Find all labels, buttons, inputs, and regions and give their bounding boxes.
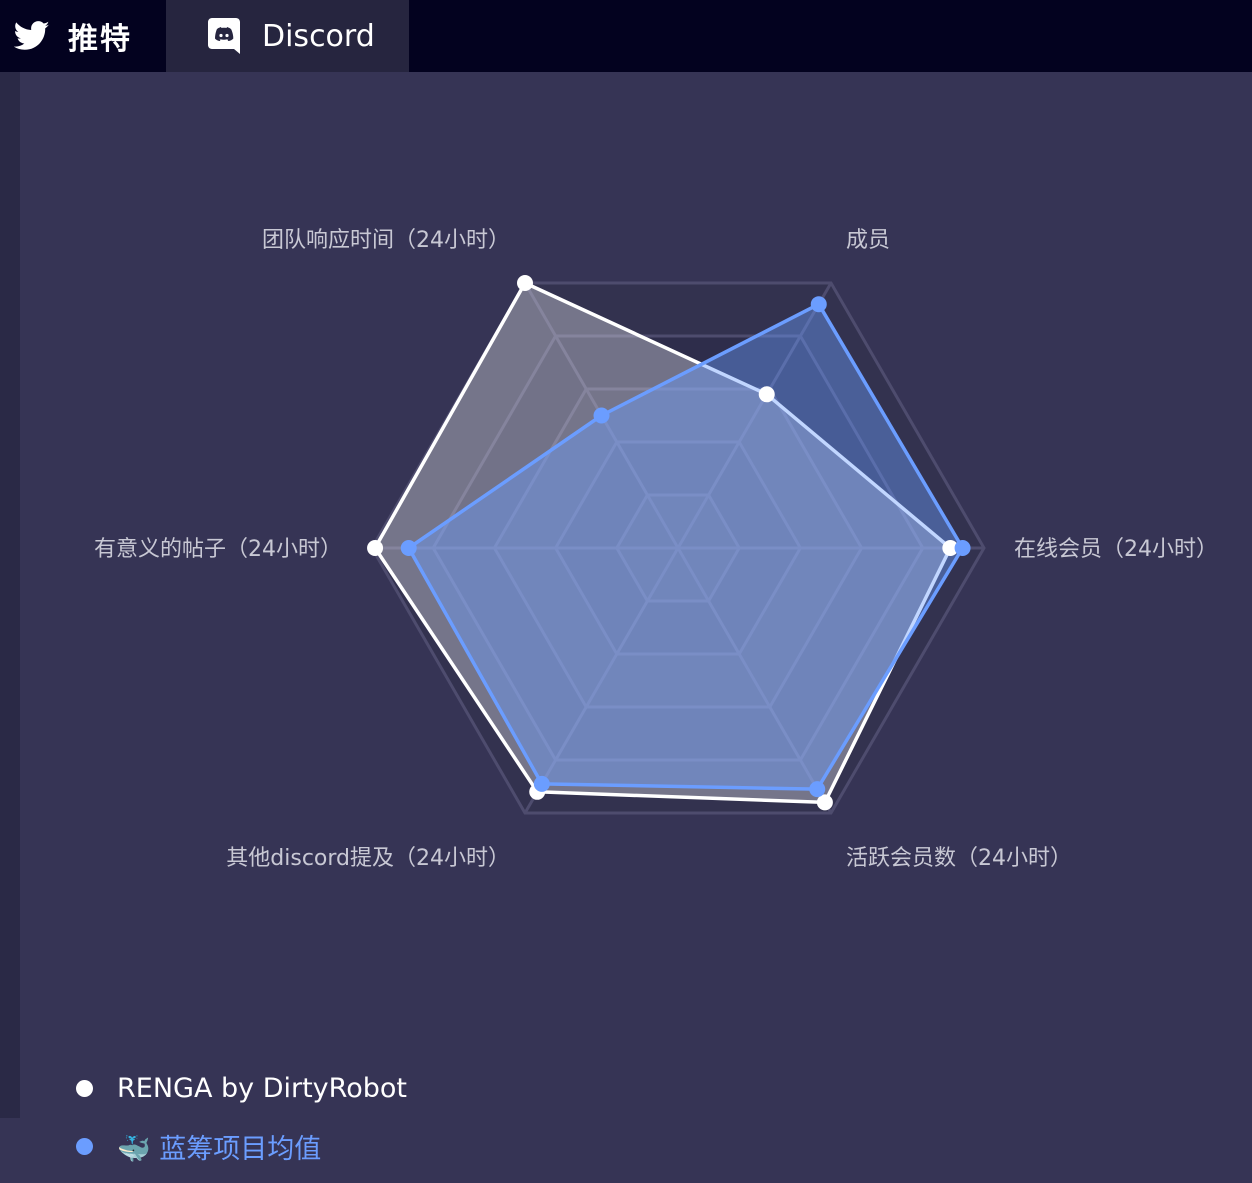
legend-label-bluechip-average: 🐳 蓝筹项目均值 (117, 1133, 322, 1165)
legend: RENGA by DirtyRobot 🐳 蓝筹项目均值 (76, 1067, 407, 1183)
legend-item-renga[interactable]: RENGA by DirtyRobot (76, 1067, 407, 1109)
axis-label-online-members: 在线会员（24小时） (1014, 537, 1218, 562)
axis-label-meaningful-posts: 有意义的帖子（24小时） (94, 537, 342, 562)
tab-twitter[interactable]: 推特 (0, 0, 166, 72)
legend-marker-bluechip-average (76, 1137, 93, 1155)
tab-twitter-label: 推特 (68, 22, 132, 57)
grid-axis-line (676, 282, 833, 549)
top-tab-bar: 推特 Discord (0, 0, 1252, 72)
axis-label-other-mentions: 其他discord提及（24小时） (226, 846, 510, 871)
left-strip (0, 72, 20, 1118)
legend-marker-renga (76, 1079, 93, 1097)
grid-axis-line (676, 547, 833, 814)
axis-label-members: 成员 (846, 228, 890, 253)
series-renga-point (816, 794, 833, 811)
axis-label-response-time: 团队响应时间（24小时） (262, 228, 510, 253)
series-bluechip-average-point (533, 775, 550, 792)
grid-axis-line (523, 547, 680, 814)
series-renga-point (517, 274, 533, 291)
discord-icon (204, 16, 244, 56)
series-bluechip-average-point (593, 407, 610, 424)
legend-label-renga: RENGA by DirtyRobot (117, 1072, 407, 1104)
twitter-icon (12, 16, 52, 56)
tab-discord[interactable]: Discord (166, 0, 409, 72)
series-renga-point (942, 540, 959, 556)
series-bluechip-average-point (809, 781, 826, 798)
series-bluechip-average-point (810, 296, 827, 313)
tab-discord-label: Discord (262, 18, 375, 54)
series-renga-point (758, 386, 775, 403)
chart-panel: 成员在线会员（24小时） 活跃会员数（24小时） 其他discord提及（24小时）… (20, 72, 1252, 1165)
series-bluechip-average-point (954, 540, 971, 556)
legend-item-bluechip-average[interactable]: 🐳 蓝筹项目均值 (76, 1125, 407, 1167)
axis-label-active-members: 活跃会员数（24小时） (846, 846, 1072, 871)
series-bluechip-average-point (400, 540, 417, 556)
series-renga-point (367, 540, 384, 556)
